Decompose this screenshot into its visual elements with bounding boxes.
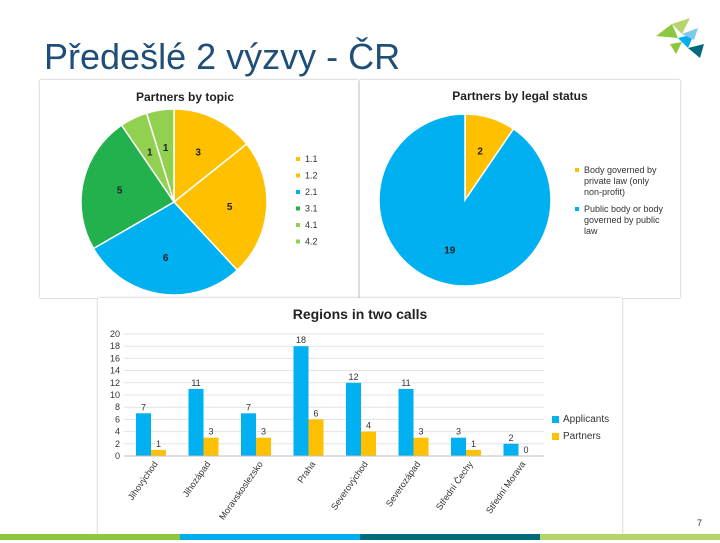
topic-legend-swatch <box>296 190 300 194</box>
legal-slice-value-label: 19 <box>444 245 456 256</box>
legal-legend-swatch <box>575 207 579 211</box>
regions-bar-partners-praha <box>308 419 324 456</box>
regions-x-tick-label-severozapad: Severozápad <box>384 459 423 508</box>
regions-y-tick-label: 14 <box>110 366 120 376</box>
regions-bar-partners-moravskoslezsko <box>256 437 271 456</box>
regions-bar-applicants-stredni-morava <box>503 443 519 456</box>
regions-y-tick-label: 18 <box>110 341 120 351</box>
regions-bar-applicants-severovychod <box>346 382 361 456</box>
regions-y-tick-label: 20 <box>110 329 120 339</box>
topic-pie-slice-4-2 <box>145 108 175 203</box>
topic-legend-label-4-1: 4.1 <box>305 220 318 230</box>
topic-legend-swatch <box>296 173 300 178</box>
regions-y-tick-label: 2 <box>115 439 120 449</box>
regions-bar-value-label: 1 <box>471 439 476 449</box>
page-number: 7 <box>697 518 703 528</box>
regions-bar-partners-severozapad <box>413 437 429 456</box>
topic-slice-value-label: 1 <box>163 143 169 154</box>
regions-bar-value-label: 3 <box>456 427 461 437</box>
regions-x-tick-label-stredni-cechy: Střední Čechy <box>434 459 475 512</box>
legal-legend-swatch <box>575 168 579 172</box>
logo-icon <box>656 18 704 58</box>
legal-legend-label-body-governed-by-private-law-only-non-profit: Body governed by private law (only non-pro… <box>584 165 657 197</box>
topic-legend-label-2-1: 2.1 <box>305 187 318 197</box>
regions-y-tick-label: 8 <box>115 402 120 412</box>
topic-legend-label-1-1: 1.1 <box>305 154 318 164</box>
regions-bar-partners-stredni-cechy <box>466 449 481 456</box>
regions-bar-value-label: 4 <box>366 421 371 431</box>
topic-slice-value-label: 6 <box>163 253 169 264</box>
topic-legend-swatch <box>296 239 300 244</box>
regions-legend-swatch-applicants <box>552 416 559 423</box>
legal-pie-slice-public-body-or-body-governed-by-public-law <box>378 113 552 287</box>
regions-bar-partners-jihozapad <box>203 437 219 456</box>
topic-legend-swatch <box>296 223 300 227</box>
legal-chart-panel: Partners by legal status 2 19 Body governed… <box>360 80 680 298</box>
regions-y-tick-label: 6 <box>115 414 120 424</box>
regions-bar-value-label: 3 <box>208 427 213 437</box>
legal-chart-title: Partners by legal status <box>452 89 588 103</box>
regions-bar-value-label: 0 <box>523 445 528 455</box>
regions-bar-value-label: 12 <box>348 372 358 382</box>
regions-bar-value-label: 6 <box>313 408 318 418</box>
legal-chart: Partners by legal status 2 19 Body governed… <box>378 89 664 287</box>
topic-pie-slice-2-1 <box>92 201 239 296</box>
regions-bar-applicants-moravskoslezsko <box>241 413 256 456</box>
regions-x-tick-label-praha: Praha <box>295 459 317 484</box>
regions-bar-value-label: 11 <box>401 378 410 388</box>
regions-bar-partners-severovychod <box>361 431 376 456</box>
regions-chart: Regions in two calls0246810121416182071J… <box>110 306 609 522</box>
topic-chart-title: Partners by topic <box>136 90 234 104</box>
legal-slice-value-label: 2 <box>477 147 483 158</box>
topic-legend-label-3-1: 3.1 <box>305 204 318 214</box>
regions-y-tick-label: 0 <box>115 451 120 461</box>
topic-chart: Partners by topic 3 5 6 5 1 1 1.1 1.2 2.1 3.1 4.1 4.… <box>80 90 318 296</box>
regions-bar-value-label: 18 <box>296 335 306 345</box>
regions-x-tick-label-stredni-morava: Střední Morava <box>484 459 527 515</box>
regions-bar-applicants-praha <box>293 346 309 456</box>
legal-legend-label-public-body-or-body-governed-by-public-law: Public body or body governed by public law <box>584 204 664 236</box>
regions-bar-value-label: 1 <box>156 439 161 449</box>
regions-bar-applicants-stredni-cechy <box>451 437 466 456</box>
slide-title: Předešlé 2 výzvy - ČR <box>44 36 401 77</box>
topic-pie-slice-1-1 <box>173 108 248 204</box>
topic-legend-label-1-2: 1.2 <box>305 171 318 181</box>
regions-bar-partners-jihovychod <box>151 449 166 456</box>
bottom-color-bar <box>0 534 720 540</box>
regions-bar-value-label: 3 <box>418 427 423 437</box>
topic-legend-label-4-2: 4.2 <box>305 237 318 247</box>
regions-chart-panel: Regions in two calls 0 2 4 6 8 10 12 14 16 18 20 7 1 J… <box>98 298 622 538</box>
regions-bar-applicants-severozapad <box>398 388 414 456</box>
topic-pie-slice-3-1 <box>80 124 176 250</box>
regions-bar-value-label: 11 <box>191 378 200 388</box>
regions-bar-value-label: 7 <box>246 402 251 412</box>
regions-x-tick-label-jihozapad: Jihozápad <box>181 459 213 498</box>
topic-slice-value-label: 3 <box>195 148 201 159</box>
regions-bar-applicants-jihovychod <box>136 413 151 456</box>
regions-bar-value-label: 2 <box>508 433 513 443</box>
regions-x-tick-label-severovychod: Severovýchod <box>329 459 370 511</box>
topic-pie-slice-1-2 <box>172 142 268 272</box>
topic-slice-value-label: 5 <box>117 186 123 197</box>
regions-legend-label-applicants: Applicants <box>563 414 609 425</box>
regions-y-tick-label: 16 <box>110 353 120 363</box>
regions-bar-value-label: 7 <box>141 402 146 412</box>
regions-x-tick-label-moravskoslezsko: Moravskoslezsko <box>217 459 265 521</box>
regions-chart-title: Regions in two calls <box>293 306 428 322</box>
regions-bar-applicants-jihozapad <box>188 388 204 456</box>
topic-chart-panel: Partners by topic 3 5 6 5 1 1 1.1 1.2 2.1 3.1 4.1 4.… <box>40 80 358 298</box>
regions-y-tick-label: 4 <box>115 427 120 437</box>
topic-slice-value-label: 1 <box>147 148 153 159</box>
regions-y-tick-label: 12 <box>110 378 120 388</box>
topic-legend-swatch <box>296 206 300 211</box>
topic-legend-swatch <box>296 157 300 161</box>
regions-x-tick-label-jihovychod: Jihovýchod <box>126 459 160 502</box>
topic-slice-value-label: 5 <box>227 202 233 213</box>
regions-legend-swatch-partners <box>552 433 559 440</box>
regions-legend-label-partners: Partners <box>563 431 601 442</box>
regions-y-tick-label: 10 <box>110 390 120 400</box>
regions-bar-value-label: 3 <box>261 427 266 437</box>
